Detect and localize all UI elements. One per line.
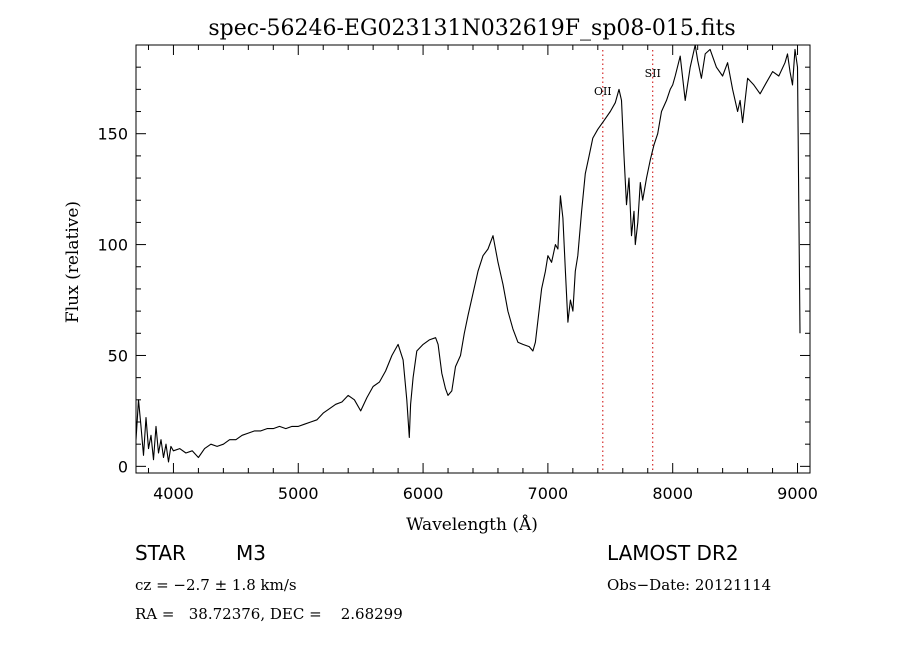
y-tick-label: 100	[97, 236, 128, 255]
line-marker-label: SII	[645, 67, 661, 80]
x-tick-label: 6000	[403, 484, 444, 503]
coordinates: RA = 38.72376, DEC = 2.68299	[135, 605, 403, 623]
chart-title: spec-56246-EG023131N032619F_sp08-015.fit…	[208, 16, 735, 41]
x-axis-label: Wavelength (Å)	[406, 514, 538, 535]
plot-area: 4000 5000 6000 7000 8000 9000 0 50 100 150 OII SII	[97, 44, 818, 503]
x-tick-label: 4000	[153, 484, 194, 503]
y-tick-label: 0	[118, 457, 128, 476]
redshift-cz: cz = −2.7 ± 1.8 km/s	[135, 576, 297, 594]
y-tick-label: 50	[108, 346, 128, 365]
x-tick-label: 8000	[652, 484, 693, 503]
survey-name: LAMOST DR2	[607, 541, 739, 565]
info-panel: STAR M3 LAMOST DR2 cz = −2.7 ± 1.8 km/s …	[135, 541, 771, 623]
object-class: STAR	[135, 541, 186, 565]
line-marker-label: OII	[594, 85, 612, 98]
spectrum-line	[136, 45, 801, 463]
object-subclass: M3	[236, 541, 266, 565]
x-tick-label: 5000	[278, 484, 319, 503]
plot-frame	[135, 44, 811, 474]
x-tick-label: 9000	[777, 484, 818, 503]
y-axis-label: Flux (relative)	[63, 201, 83, 323]
y-tick-label: 150	[97, 125, 128, 144]
observation-date: Obs−Date: 20121114	[607, 576, 771, 594]
x-tick-label: 7000	[528, 484, 569, 503]
